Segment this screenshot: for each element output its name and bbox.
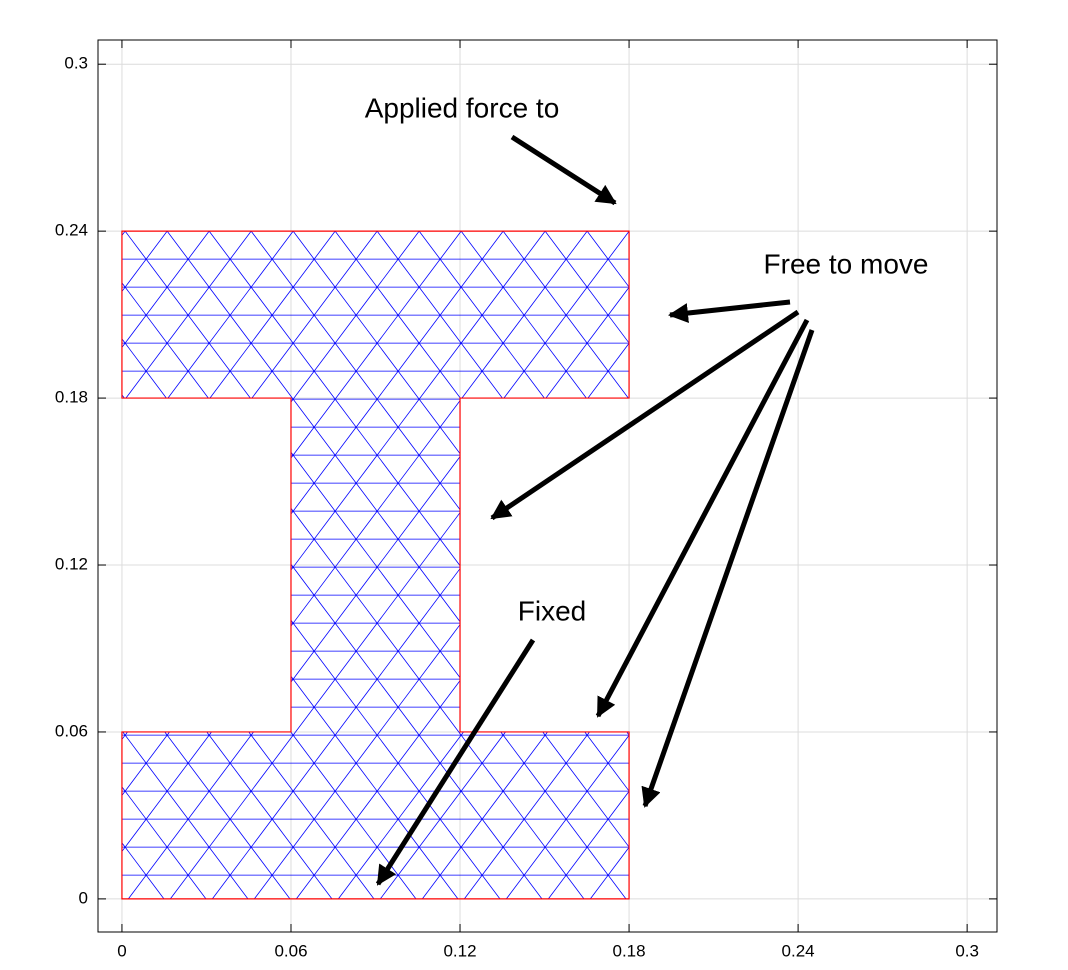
mesh-edge xyxy=(166,231,630,899)
x-tick-label: 0.12 xyxy=(443,941,476,960)
x-tick-label: 0 xyxy=(117,941,126,960)
mesh-edge xyxy=(170,231,630,899)
arrow xyxy=(595,318,810,718)
y-tick-label: 0.3 xyxy=(64,54,88,73)
mesh-edge xyxy=(121,231,336,899)
plot: 0 0.06 0.12 0.18 0.24 0.3 0 0.06 0.12 0.18 0.24 0.3 xyxy=(55,40,997,960)
arrow xyxy=(510,134,617,206)
grid xyxy=(98,40,997,932)
arrow xyxy=(375,638,536,886)
mesh-edge xyxy=(128,231,630,899)
y-tick-label: 0.12 xyxy=(55,555,88,574)
x-tick-label: 0.06 xyxy=(274,941,307,960)
arrow xyxy=(668,299,791,324)
annotation: Applied force to xyxy=(365,92,560,123)
mesh-edge xyxy=(0,231,41,899)
arrow xyxy=(641,329,815,808)
mesh-edge xyxy=(121,231,249,899)
mesh-edge xyxy=(124,231,627,899)
x-tick-label: 0.24 xyxy=(782,941,815,960)
y-tick-label: 0 xyxy=(79,888,88,907)
arrows xyxy=(375,134,815,886)
annotation: Fixed xyxy=(518,595,586,626)
mesh-edge xyxy=(506,231,630,899)
x-tick-label: 0.3 xyxy=(955,941,979,960)
mesh-edge xyxy=(502,231,630,899)
mesh-edge xyxy=(121,231,252,899)
axes-frame xyxy=(97,39,998,933)
y-tick-label: 0.24 xyxy=(55,221,88,240)
mesh-edge xyxy=(422,231,630,899)
mesh-edge xyxy=(460,231,630,899)
y-tick-label: 0.18 xyxy=(55,388,88,407)
outline xyxy=(121,230,630,900)
mesh-edge xyxy=(464,231,630,899)
mesh-edge xyxy=(121,231,588,899)
arrow xyxy=(490,309,800,521)
mesh-edge xyxy=(121,231,291,899)
mesh-edge xyxy=(1007,231,1068,899)
mesh-edge xyxy=(121,231,333,899)
mesh-edge xyxy=(121,231,210,899)
y-tick-label: 0.06 xyxy=(55,721,88,740)
mesh-edge xyxy=(418,231,630,899)
mesh-edge xyxy=(121,231,585,899)
mesh-edge xyxy=(380,231,630,899)
mesh-edge xyxy=(1049,231,1068,899)
mesh-edge xyxy=(121,231,546,899)
mesh-edge xyxy=(121,231,294,899)
annotation: Free to move xyxy=(764,248,929,279)
x-tick-label: 0.18 xyxy=(613,941,646,960)
